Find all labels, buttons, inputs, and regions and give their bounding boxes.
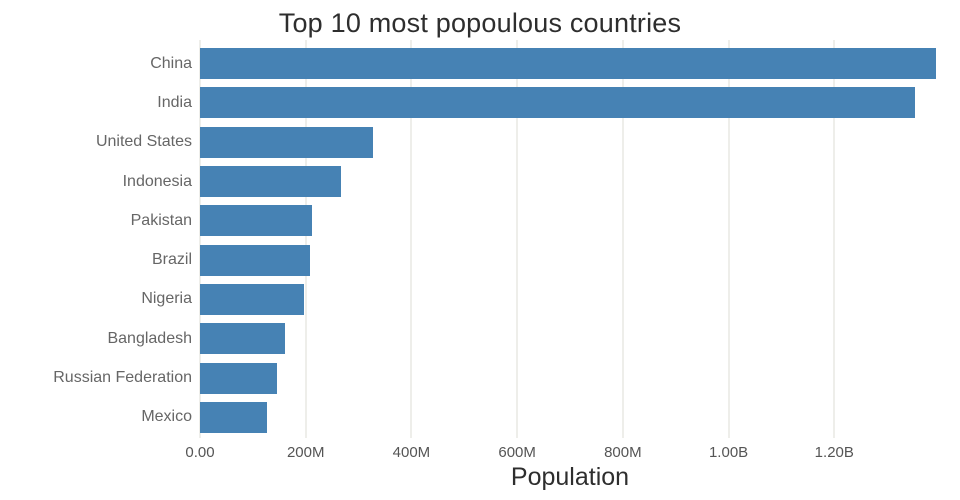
- bar-row: Indonesia: [0, 162, 940, 201]
- y-axis-label: China: [150, 54, 192, 72]
- bar-rows: China India United States Indonesia Pakistan…: [0, 44, 940, 437]
- gridline: [516, 40, 518, 438]
- bar-row: Bangladesh: [0, 319, 940, 358]
- x-tick-label: 1.00B: [708, 444, 749, 461]
- y-axis-label: India: [157, 93, 192, 111]
- y-axis-label: Russian Federation: [53, 369, 192, 387]
- bar: [200, 244, 311, 276]
- gridline: [410, 40, 412, 438]
- y-axis-label: Mexico: [141, 408, 192, 426]
- bar: [200, 205, 313, 237]
- bar-track: [200, 126, 940, 158]
- y-axis-label: Brazil: [151, 251, 192, 269]
- bar: [200, 166, 342, 198]
- gridline: [833, 40, 835, 438]
- x-tick-label: 200M: [286, 444, 325, 461]
- bar-track: [200, 244, 940, 276]
- bar: [200, 401, 267, 433]
- bar: [200, 362, 277, 394]
- bar-track: [200, 166, 940, 198]
- bar-track: [200, 87, 940, 119]
- gridlines: [199, 40, 940, 438]
- bar-row: China: [0, 44, 940, 83]
- x-tick-label: 1.20B: [814, 444, 854, 461]
- y-axis-label: Bangladesh: [107, 329, 192, 347]
- bar-row: Nigeria: [0, 280, 940, 319]
- x-tick-label: 0.00: [185, 444, 215, 461]
- x-tick-label: 400M: [392, 444, 431, 461]
- bar: [200, 87, 916, 119]
- bar: [200, 48, 937, 80]
- gridline: [728, 40, 730, 438]
- bar-track: [200, 323, 940, 355]
- y-axis-label: Nigeria: [141, 290, 192, 308]
- y-axis-label: Indonesia: [122, 172, 192, 190]
- y-axis-label: Pakistan: [130, 211, 192, 229]
- bar-row: India: [0, 83, 940, 122]
- bar-track: [200, 205, 940, 237]
- gridline: [199, 40, 201, 438]
- x-tick-label: 800M: [604, 444, 642, 461]
- y-axis-label: United States: [95, 133, 192, 151]
- bar-track: [200, 362, 940, 394]
- bar: [200, 283, 304, 315]
- bar-row: Pakistan: [0, 201, 940, 240]
- gridline: [305, 40, 307, 438]
- bar-track: [200, 48, 940, 80]
- bar-row: Russian Federation: [0, 358, 940, 397]
- x-axis-title: Population: [510, 463, 630, 491]
- bar-track: [200, 401, 940, 433]
- bar: [200, 323, 286, 355]
- bar: [200, 126, 373, 158]
- bar-row: United States: [0, 123, 940, 162]
- gridline: [622, 40, 624, 438]
- bar-row: Mexico: [0, 398, 940, 437]
- bar-track: [200, 283, 940, 315]
- x-tick-label: 600M: [498, 444, 536, 461]
- bar-row: Brazil: [0, 240, 940, 279]
- x-axis: 0.00 200M 400M 600M 800M 1.00B 1.20B: [185, 444, 940, 464]
- chart-title: Top 10 most popoulous countries: [278, 8, 682, 38]
